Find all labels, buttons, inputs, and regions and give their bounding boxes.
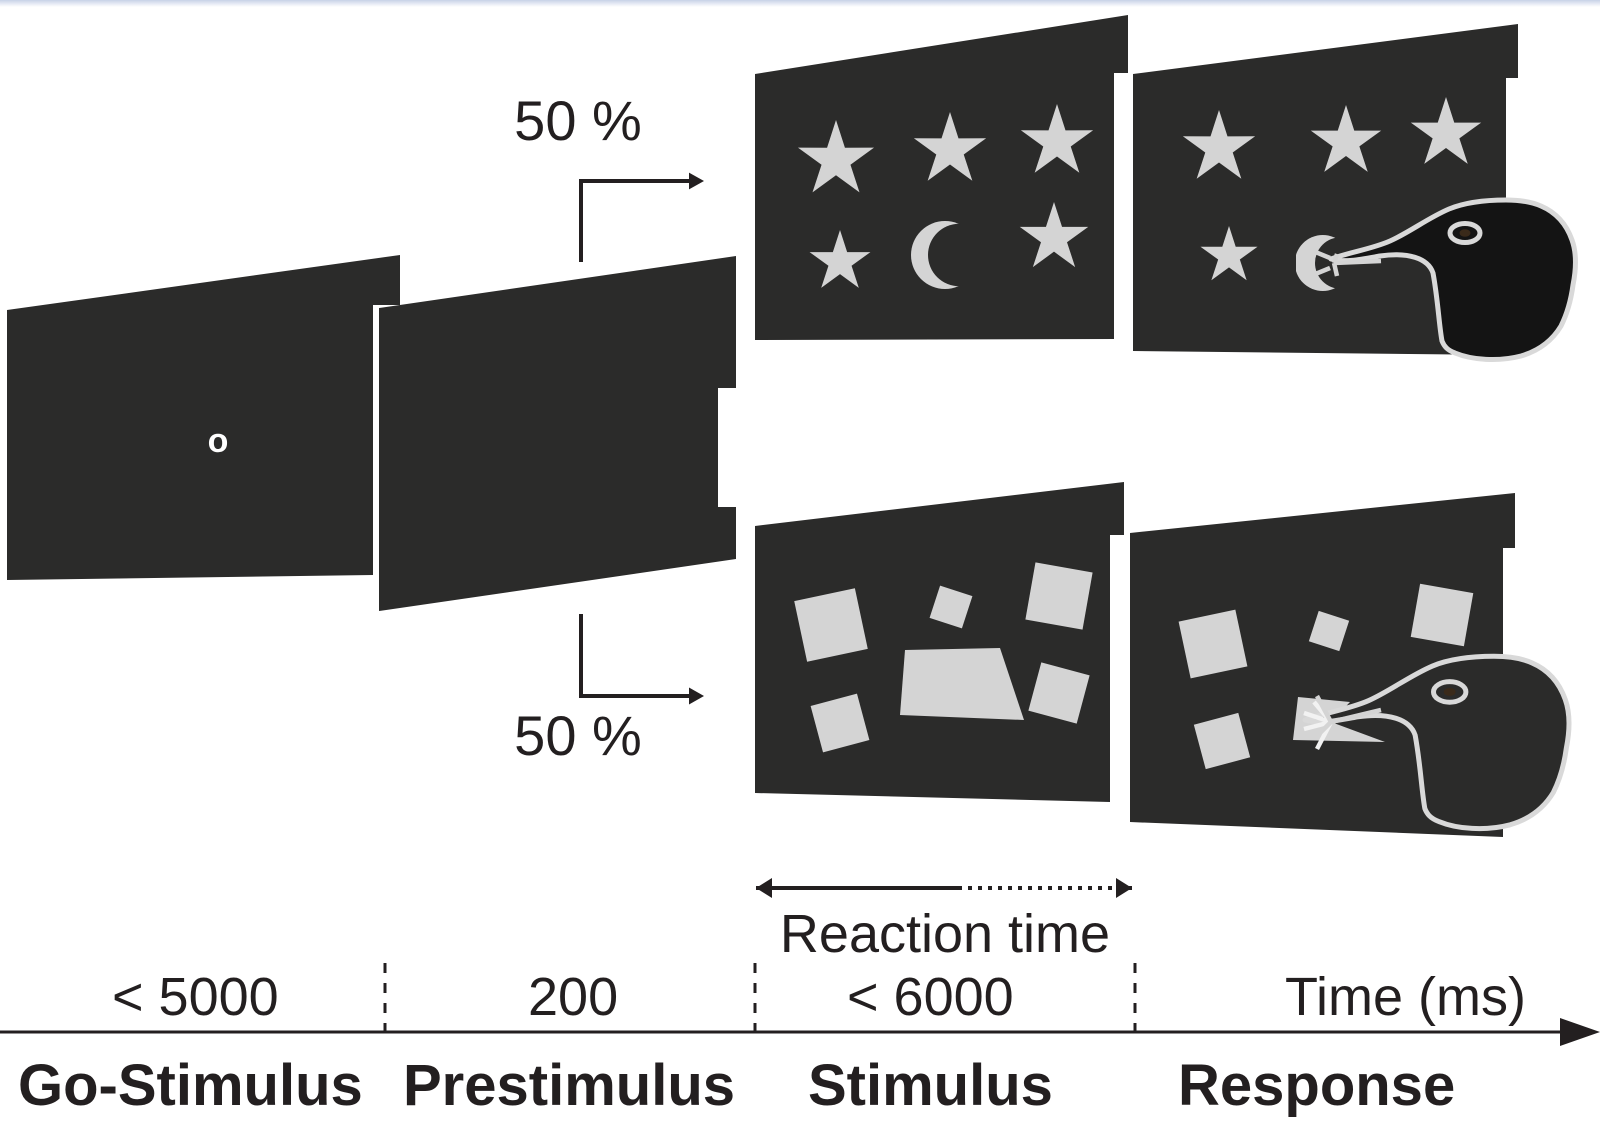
svg-text:o: o [208, 422, 229, 460]
svg-text:Response: Response [1178, 1053, 1455, 1118]
svg-text:Prestimulus: Prestimulus [403, 1053, 735, 1118]
svg-text:Stimulus: Stimulus [808, 1053, 1053, 1118]
svg-text:50 %: 50 % [514, 704, 642, 767]
svg-text:50 %: 50 % [514, 89, 642, 152]
svg-text:< 6000: < 6000 [847, 967, 1014, 1027]
svg-text:Go-Stimulus: Go-Stimulus [18, 1053, 363, 1118]
svg-text:< 5000: < 5000 [112, 967, 279, 1027]
svg-text:Reaction time: Reaction time [780, 904, 1110, 964]
svg-text:200: 200 [528, 967, 618, 1027]
svg-text:Time (ms): Time (ms) [1285, 967, 1526, 1027]
